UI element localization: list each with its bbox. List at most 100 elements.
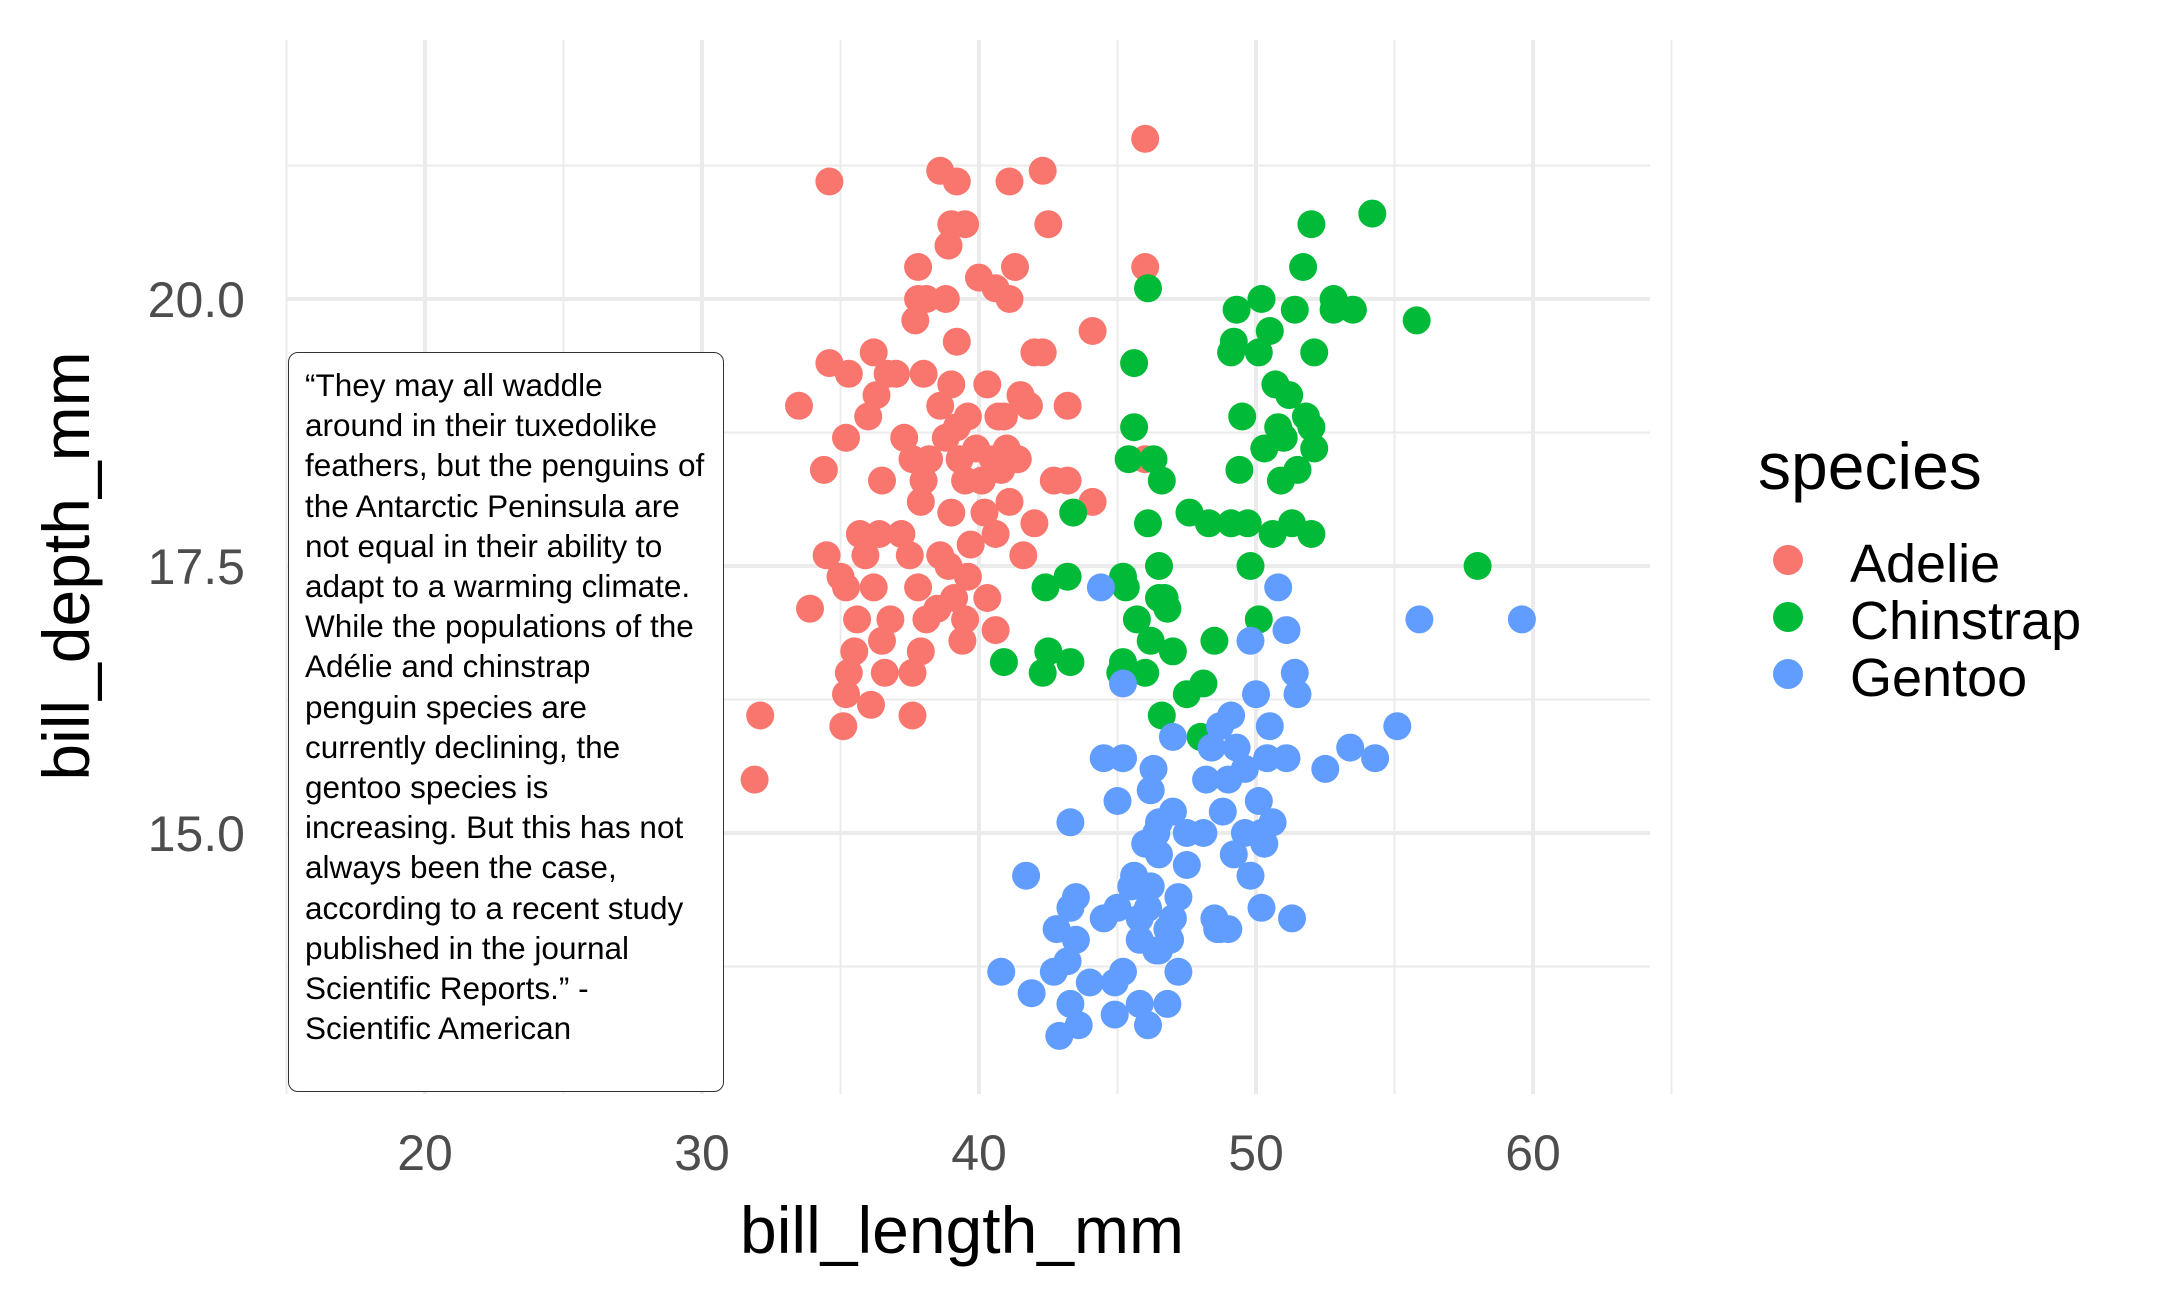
point-adelie [829,712,858,741]
point-adelie [995,167,1024,196]
point-adelie [895,541,924,570]
point-adelie [1053,466,1082,495]
point-adelie [912,605,941,634]
point-adelie [906,487,935,516]
point-chinstrap [1200,626,1229,655]
point-chinstrap [1120,413,1149,442]
point-chinstrap [1297,413,1326,442]
point-chinstrap [1236,552,1265,580]
point-chinstrap [1056,648,1085,677]
point-adelie [942,327,971,356]
point-chinstrap [1131,658,1160,687]
point-gentoo [1236,861,1265,890]
point-adelie [987,455,1016,484]
point-gentoo [1061,883,1090,912]
point-gentoo [1507,605,1536,634]
point-gentoo [1280,658,1309,687]
x-axis-ticks: 20 30 40 50 60 [397,1125,1561,1181]
point-gentoo [1145,936,1173,965]
point-adelie [812,541,841,570]
point-adelie [845,520,874,548]
legend-label-gentoo: Gentoo [1850,648,2027,708]
point-adelie [909,359,938,388]
point-adelie [1014,391,1043,420]
point-gentoo [1061,925,1090,954]
point-gentoo [1361,744,1390,773]
point-chinstrap [1111,573,1140,602]
point-chinstrap [1136,626,1165,655]
point-chinstrap [1053,562,1082,591]
point-chinstrap [1297,520,1326,548]
point-adelie [859,573,888,602]
point-adelie [785,391,813,420]
x-tick-label: 60 [1505,1125,1561,1181]
point-chinstrap [1145,552,1173,580]
point-adelie [942,167,971,196]
legend-label-adelie: Adelie [1850,534,2000,594]
point-adelie [890,423,919,452]
point-adelie [834,658,863,687]
point-gentoo [1336,733,1365,762]
point-gentoo [1172,851,1201,879]
point-adelie [851,541,880,570]
point-adelie [948,626,977,655]
point-chinstrap [1300,434,1329,463]
point-adelie [898,658,927,687]
point-gentoo [1089,744,1118,773]
point-adelie [887,520,916,548]
quote-annotation: “They may all waddle around in their tux… [288,352,724,1092]
point-chinstrap [1247,285,1276,313]
point-gentoo [1125,989,1154,1018]
point-chinstrap [1147,701,1176,730]
x-tick-label: 50 [1228,1125,1284,1181]
point-adelie [945,445,974,474]
point-adelie [832,573,860,602]
y-tick-label: 15.0 [148,806,245,862]
point-adelie [926,391,955,420]
point-gentoo [1012,861,1041,890]
legend-key-gentoo [1773,659,1803,689]
point-adelie [834,359,863,388]
point-gentoo [1125,904,1154,933]
point-adelie [981,520,1010,548]
point-chinstrap [1255,317,1284,345]
point-chinstrap [1289,253,1318,281]
point-chinstrap [1338,295,1367,324]
legend-key-adelie [1773,545,1803,575]
point-gentoo [1164,957,1193,986]
point-chinstrap [1244,605,1273,634]
point-chinstrap [1233,509,1262,538]
point-gentoo [1086,573,1115,602]
point-adelie [840,637,869,666]
point-chinstrap [1228,402,1257,431]
y-tick-label: 20.0 [148,272,245,328]
point-chinstrap [1158,637,1187,666]
point-chinstrap [1280,295,1309,324]
legend-label-chinstrap: Chinstrap [1850,591,2081,651]
point-adelie [854,402,883,431]
point-gentoo [1206,712,1234,741]
point-chinstrap [1222,295,1251,324]
point-adelie [1028,156,1057,185]
point-chinstrap [1463,552,1492,580]
point-gentoo [1206,915,1234,944]
x-tick-label: 40 [951,1125,1007,1181]
point-adelie [809,455,838,484]
point-gentoo [1222,733,1251,762]
point-gentoo [1405,605,1434,634]
point-gentoo [1311,754,1340,783]
y-axis-ticks: 15.0 17.5 20.0 [148,272,245,862]
point-adelie [868,626,896,655]
point-gentoo [1383,712,1412,741]
point-chinstrap [1275,381,1304,410]
point-gentoo [1153,989,1182,1018]
point-chinstrap [989,648,1018,677]
y-tick-label: 17.5 [148,539,245,595]
point-chinstrap [1134,509,1162,538]
point-gentoo [1109,669,1137,698]
point-adelie [931,423,960,452]
point-chinstrap [1120,349,1149,378]
point-adelie [956,530,985,559]
point-chinstrap [1358,199,1387,228]
point-gentoo [1056,989,1085,1018]
